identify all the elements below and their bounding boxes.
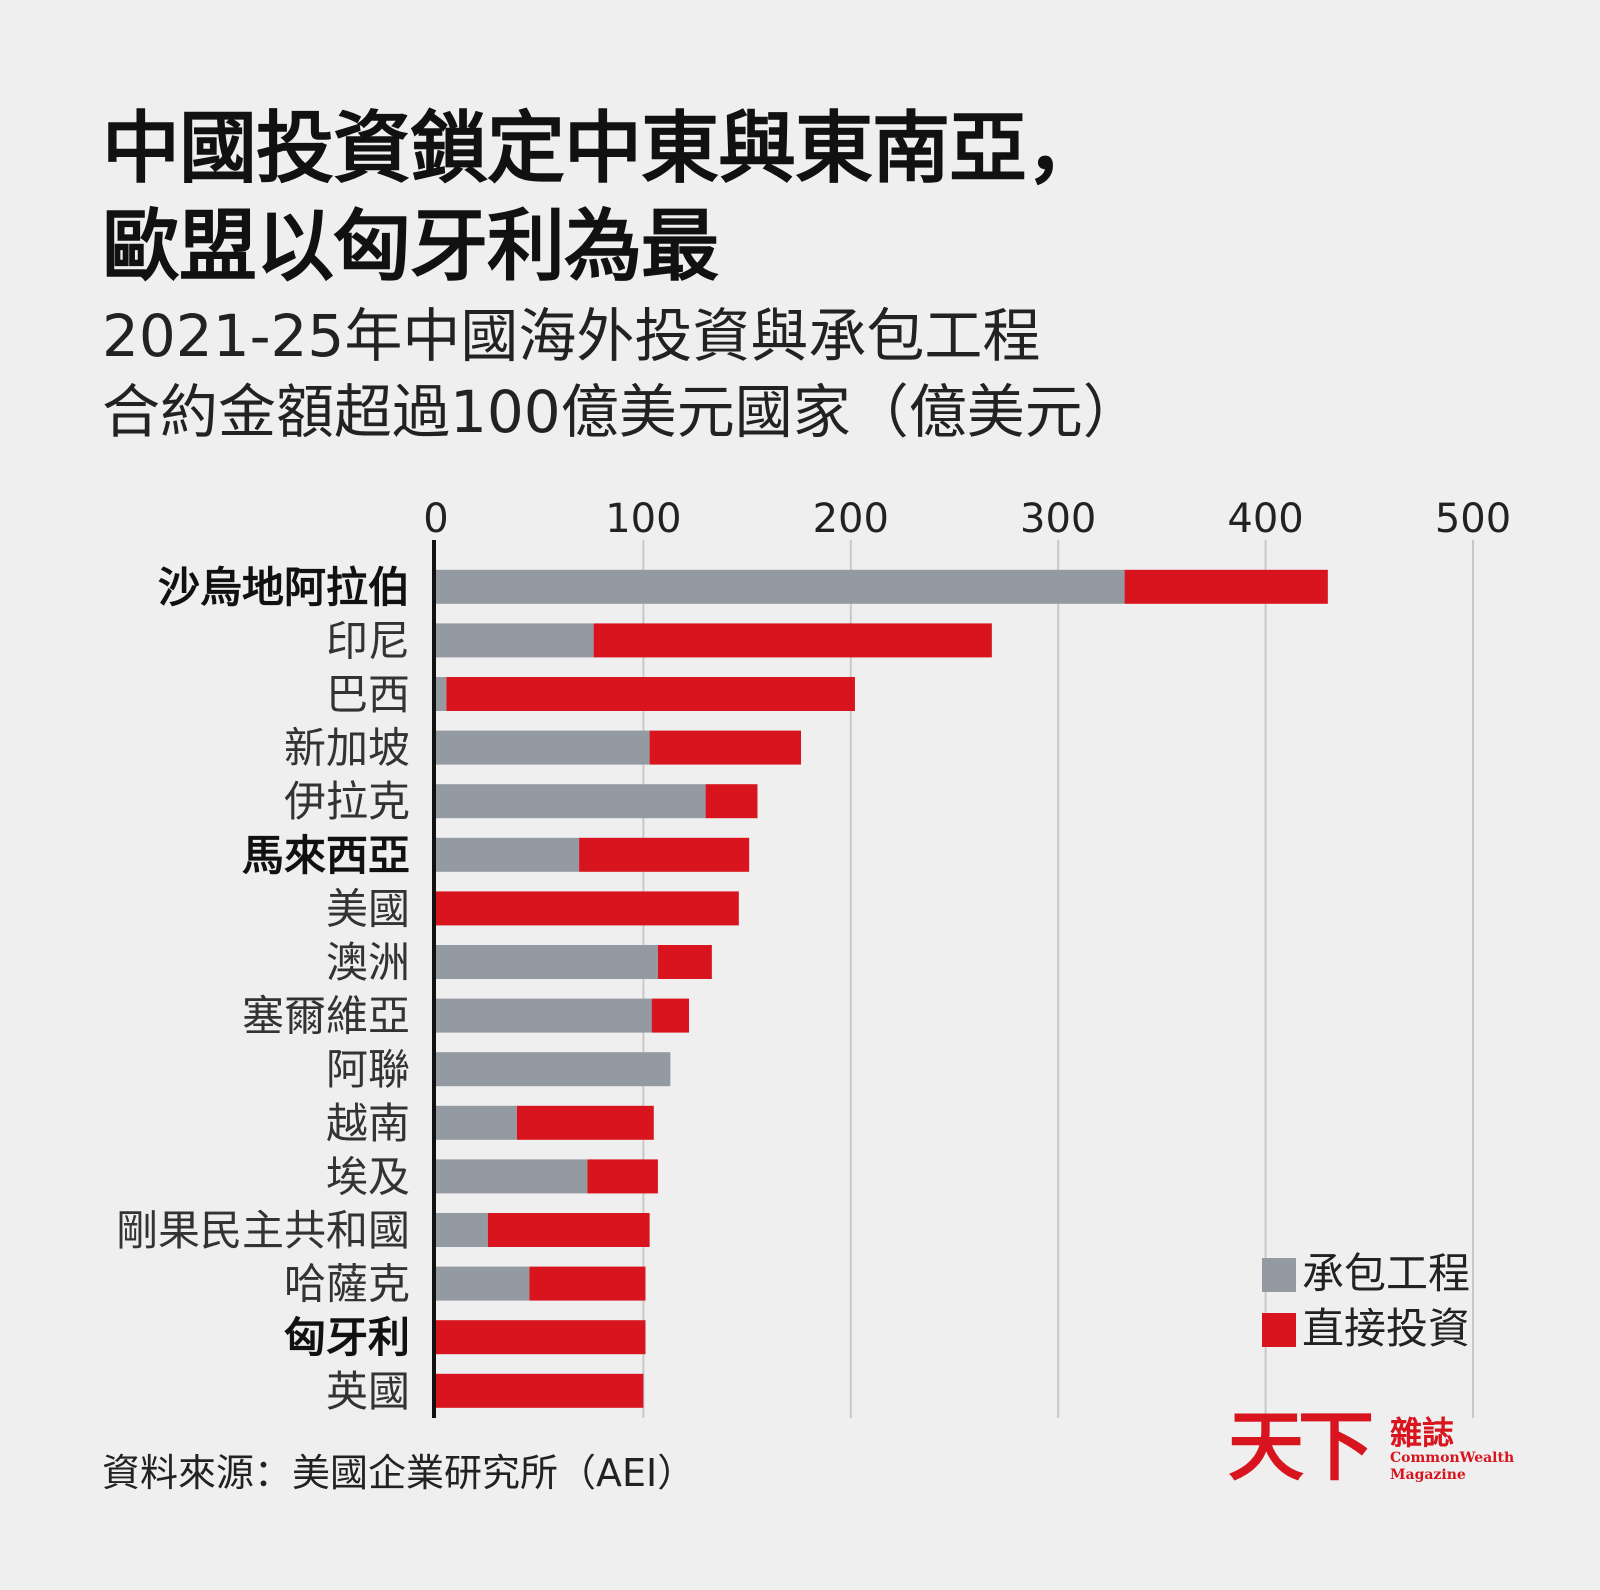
legend-swatch	[1262, 1258, 1296, 1292]
legend-label: 承包工程	[1302, 1249, 1470, 1298]
bar-segment-investment	[516, 1105, 654, 1140]
logo-english-line-1: CommonWealth	[1390, 1450, 1515, 1466]
bar-segment-investment	[529, 1266, 646, 1301]
bar-segment-contract	[436, 784, 706, 819]
bar-segment-contract	[436, 623, 594, 658]
subtitle-line-1: 2021-25年中國海外投資與承包工程	[102, 302, 1041, 370]
category-label: 塞爾維亞	[242, 992, 410, 1041]
x-tick-label: 400	[1227, 496, 1303, 542]
x-tick-label: 200	[813, 496, 889, 542]
category-label: 澳洲	[326, 938, 410, 987]
category-labels: 沙烏地阿拉伯印尼巴西新加坡伊拉克馬來西亞美國澳洲塞爾維亞阿聯越南埃及剛果民主共和…	[116, 563, 410, 1416]
bar-segment-investment	[705, 784, 758, 819]
x-tick-label: 300	[1020, 496, 1096, 542]
bar-segment-investment	[487, 1213, 650, 1247]
bar-segment-contract	[436, 569, 1125, 604]
bar-segment-investment	[579, 837, 750, 872]
bar-segment-contract	[436, 945, 658, 979]
category-label: 匈牙利	[284, 1313, 410, 1362]
bar-segment-contract	[436, 1105, 517, 1140]
chart-subtitle: 2021-25年中國海外投資與承包工程 合約金額超過100億美元國家（億美元）	[102, 298, 1141, 450]
x-tick-label: 0	[423, 496, 448, 542]
category-label: 剛果民主共和國	[116, 1206, 410, 1255]
bar-segment-investment	[587, 1159, 658, 1194]
category-label: 英國	[326, 1367, 410, 1416]
logo-english: CommonWealth Magazine	[1390, 1450, 1514, 1484]
bar-segment-investment	[436, 891, 739, 926]
bar-segment-investment	[657, 945, 712, 979]
bar-segment-contract	[436, 1213, 488, 1247]
bar-segment-investment	[649, 730, 802, 765]
category-label: 伊拉克	[284, 777, 410, 826]
bar-segment-investment	[593, 623, 992, 658]
title-line-1: 中國投資鎖定中東與東南亞，	[102, 104, 1104, 194]
bar-segment-contract	[436, 730, 650, 765]
legend-label: 直接投資	[1302, 1304, 1470, 1353]
category-label: 埃及	[326, 1152, 410, 1201]
bar-segment-investment	[446, 677, 855, 711]
x-axis-ticks: 0 100 200 300 400 500	[423, 496, 1511, 542]
bar-segment-contract	[436, 837, 580, 872]
category-label: 新加坡	[284, 724, 410, 773]
category-label: 巴西	[326, 670, 410, 719]
category-label: 沙烏地阿拉伯	[158, 563, 410, 612]
bar-segment-contract	[436, 1052, 671, 1087]
x-tick-label: 500	[1435, 496, 1511, 542]
category-label: 越南	[326, 1099, 410, 1148]
bar-segment-contract	[436, 1159, 588, 1194]
x-tick-label: 100	[605, 496, 681, 542]
bar-segment-contract	[436, 1266, 530, 1301]
bar-segment-contract	[436, 998, 652, 1033]
bar-segment-investment	[436, 1320, 646, 1355]
source-note: 資料來源：美國企業研究所（AEI）	[102, 1451, 696, 1495]
publisher-logo: 天下 雜誌 CommonWealth Magazine	[1228, 1402, 1514, 1498]
subtitle-line-2: 合約金額超過100億美元國家（億美元）	[102, 378, 1141, 446]
logo-english-line-2: Magazine	[1390, 1467, 1466, 1483]
chart-title: 中國投資鎖定中東與東南亞， 歐盟以匈牙利為最	[102, 100, 1104, 296]
title-line-2: 歐盟以匈牙利為最	[102, 202, 719, 292]
bar-segment-investment	[436, 1373, 644, 1408]
bars	[436, 569, 1328, 1408]
logo-mark: 天下	[1228, 1402, 1374, 1491]
category-label: 馬來西亞	[242, 831, 410, 880]
legend-swatch	[1262, 1313, 1296, 1347]
category-label: 印尼	[326, 616, 410, 665]
category-label: 美國	[326, 884, 410, 933]
category-label: 哈薩克	[284, 1260, 410, 1309]
category-label: 阿聯	[326, 1045, 410, 1094]
bar-segment-investment	[651, 998, 690, 1033]
logo-sub: 雜誌	[1390, 1414, 1455, 1452]
bar-segment-contract	[436, 677, 447, 711]
bar-segment-investment	[1124, 569, 1328, 604]
